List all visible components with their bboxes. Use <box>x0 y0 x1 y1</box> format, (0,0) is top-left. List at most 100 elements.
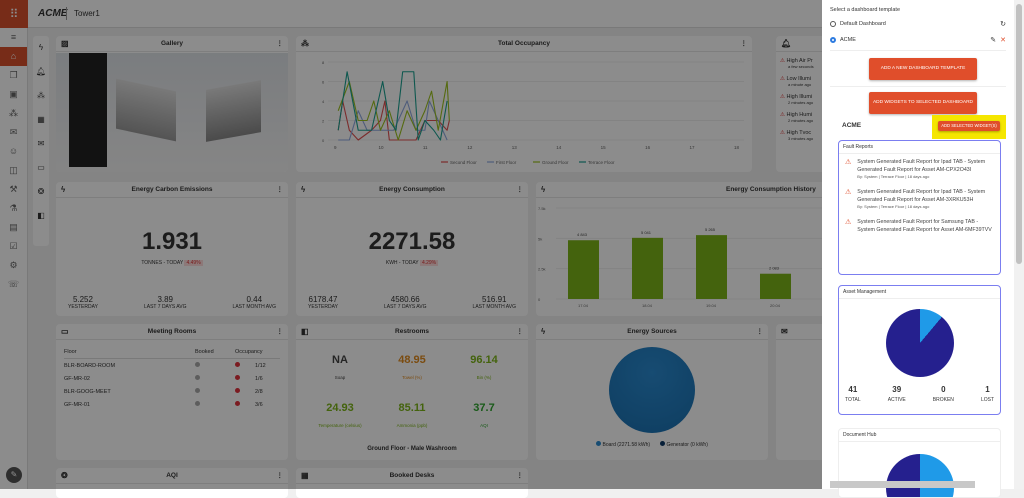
more-icon[interactable]: ⋮ <box>276 40 284 47</box>
restroom-icon: ◧ <box>301 327 309 336</box>
fault-reports-card[interactable]: Fault Reports ⚠ System Generated Fault Re… <box>838 140 1001 275</box>
more-icon[interactable]: ⋮ <box>516 328 524 335</box>
restroom-icon[interactable]: ◧ <box>37 211 45 220</box>
more-icon[interactable]: ⋮ <box>516 472 524 479</box>
brand-logo: ACME <box>38 8 68 19</box>
widget-title: Energy Consumption History <box>726 186 816 193</box>
edit-icon[interactable]: ✎ <box>990 37 997 44</box>
y-tick-label: 2.5k <box>538 267 546 272</box>
x-tick-label: 18.04 <box>642 303 653 308</box>
widget-category-bar: ϟ 🔔︎ ⁂ ▦ ✉ ▭ ❂ ◧ <box>33 36 49 246</box>
fault-report-item[interactable]: ⚠ System Generated Fault Report for Ipad … <box>845 159 986 179</box>
restroom-metric: 96.14 Bin (%) <box>470 354 498 380</box>
unit-label: KWH - TODAY <box>385 260 419 266</box>
meeting-icon: ▭ <box>61 327 69 336</box>
fault-report-item[interactable]: ⚠ System Generated Fault Report for Ipad … <box>845 189 986 209</box>
more-icon[interactable]: ⋮ <box>740 40 748 47</box>
home-icon[interactable]: ⌂ <box>0 47 27 66</box>
table-row: GF-MR-02 1/6 <box>64 372 280 385</box>
consumption-history-widget: ϟ Energy Consumption History 0 2.5k 5k 7.5k 4… <box>536 182 836 316</box>
feedback-icon[interactable]: ✉ <box>9 127 18 137</box>
more-icon[interactable]: ⋮ <box>276 328 284 335</box>
alert-item[interactable]: ⚠ Low Illumi a minute ago <box>780 76 812 87</box>
alert-item[interactable]: ⚠ High Illumi 2 minutes ago <box>780 94 814 105</box>
y-tick-label: 2 <box>322 119 325 124</box>
add-selected-widgets-button[interactable]: ADD SELECTED WIDGET(S) <box>938 121 1000 131</box>
settings-icon[interactable]: ⚙ <box>9 260 18 270</box>
template-acme[interactable]: ACME ✎ ✕ <box>830 36 1006 51</box>
sidebar: ≡ ⌂ ❐ ▣ ⁂ ✉ ☺ ◫ ⚒ ⚗ ▤ ☑ ⚙ ☏ ✎ <box>0 28 28 489</box>
alert-item[interactable]: ⚠ High Tvoc 3 minutes ago <box>780 130 814 141</box>
template-default[interactable]: Default Dashboard ↻ <box>830 20 1006 28</box>
edit-fab-icon[interactable]: ✎ <box>6 467 22 483</box>
stat-yesterday: 6178.47 YESTERDAY <box>308 295 338 310</box>
add-widgets-button[interactable]: ADD WIDGETS TO SELECTED DASHBOARD <box>869 92 977 114</box>
support-icon[interactable]: ☏ <box>7 279 20 289</box>
more-icon[interactable]: ⋮ <box>276 472 284 479</box>
bar-17.04[interactable] <box>568 240 599 299</box>
bar-18.04[interactable] <box>632 237 663 299</box>
widget-title: Energy Consumption <box>379 186 445 193</box>
vertical-scrollbar[interactable] <box>1014 0 1024 489</box>
more-icon[interactable]: ⋮ <box>516 186 524 193</box>
apps-grid-icon[interactable]: ⠿ <box>0 0 28 28</box>
add-template-button[interactable]: ADD A NEW DASHBOARD TEMPLATE <box>869 58 977 80</box>
bar-19.04[interactable] <box>696 235 727 299</box>
site-name[interactable]: Tower1 <box>74 9 100 18</box>
visitor-icon[interactable]: ☺ <box>8 146 19 156</box>
energy-icon: ϟ <box>301 185 306 194</box>
widget-title: Booked Desks <box>389 472 435 479</box>
radio-default[interactable] <box>830 21 836 27</box>
tablet-icon[interactable]: ▣ <box>9 89 18 99</box>
building-3d-viewer[interactable] <box>56 53 288 172</box>
legend-board: Board (2271.58 kWh) <box>596 441 650 448</box>
layers-icon[interactable]: ❐ <box>9 70 18 80</box>
fault-report-item[interactable]: ⚠ System Generated Fault Report for Samsu… <box>845 219 992 233</box>
feedback-icon[interactable]: ✉ <box>37 139 45 148</box>
energy-icon[interactable]: ϟ <box>38 43 44 52</box>
check-icon[interactable]: ☑ <box>9 241 18 251</box>
room-name: GF-MR-02 <box>64 375 90 382</box>
delete-icon[interactable]: ✕ <box>1000 37 1006 44</box>
occupancy-icon[interactable]: ⁂ <box>37 91 45 100</box>
more-icon[interactable]: ⋮ <box>276 186 284 193</box>
alert-item[interactable]: ⚠ High Humi 2 minutes ago <box>780 112 814 123</box>
y-tick-label: 8 <box>322 60 325 65</box>
restroom-metric: 24.93 Temperature (celsius) <box>318 402 362 428</box>
desk-icon[interactable]: ▦ <box>37 115 45 124</box>
restroom-metric: 37.7 AQI <box>473 402 495 428</box>
asset-management-card[interactable]: Asset Management 41 TOTAL 39 ACTIVE 0 BROKEN 1… <box>838 285 1001 415</box>
bar-20.04[interactable] <box>760 273 791 299</box>
meeting-icon[interactable]: ▭ <box>37 163 45 172</box>
alert-item[interactable]: ⚠ High Air Pr a few seconds <box>780 58 814 69</box>
y-tick-label: 4 <box>322 99 325 104</box>
y-tick-label: 0 <box>322 138 325 143</box>
workspace-icon[interactable]: ◫ <box>9 165 18 175</box>
bell-icon: 🔔︎ <box>781 39 792 48</box>
tools-icon[interactable]: ⚒ <box>9 184 18 194</box>
x-tick-label: 9 <box>334 145 337 150</box>
horizontal-scrollbar[interactable] <box>830 481 975 488</box>
aqi-icon[interactable]: ❂ <box>37 187 45 196</box>
ticket-icon[interactable]: ▤ <box>9 222 18 232</box>
dashboard-template-panel: Select a dashboard template Default Dash… <box>822 0 1014 498</box>
model-tree-panel[interactable] <box>69 53 107 167</box>
consumption-today-value: 2271.58 <box>368 228 456 255</box>
stat-month: 516.91 LAST MONTH AVG <box>472 295 516 310</box>
reset-icon[interactable]: ↻ <box>1000 21 1006 28</box>
series-line-terrace-floor <box>337 71 448 141</box>
x-tick-label: 20.04 <box>770 303 781 308</box>
legend-label: Second Floor <box>450 160 477 165</box>
legend-label: Ground Floor <box>542 160 569 165</box>
modal-backdrop[interactable] <box>0 0 822 489</box>
lab-icon[interactable]: ⚗ <box>9 203 18 213</box>
occupancy-count: 2/8 <box>255 388 263 395</box>
occupancy-icon[interactable]: ⁂ <box>9 108 18 118</box>
more-icon[interactable]: ⋮ <box>756 328 764 335</box>
change-badge: 4.49% <box>184 260 203 266</box>
menu-icon[interactable]: ≡ <box>10 32 17 42</box>
alert-icon[interactable]: 🔔︎ <box>35 67 47 76</box>
table-row: BLR-GOOG-MEET 2/8 <box>64 385 280 398</box>
radio-acme[interactable] <box>830 37 836 43</box>
legend-label: Terrace Floor <box>588 160 615 165</box>
